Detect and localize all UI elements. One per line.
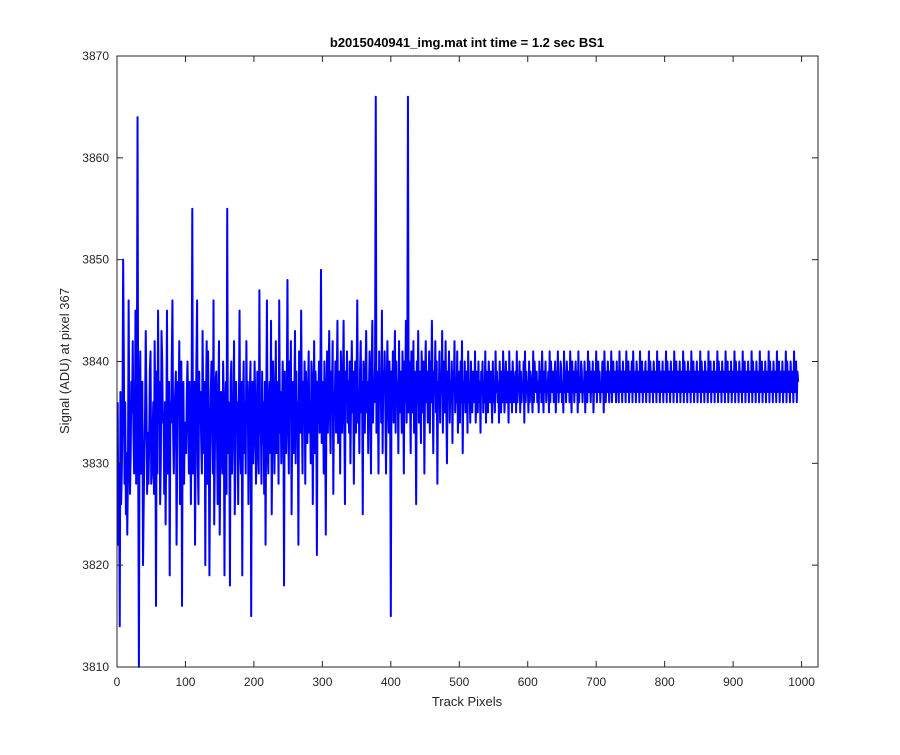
y-tick-label-3820: 3820 xyxy=(82,558,109,572)
y-tick-label-3870: 3870 xyxy=(82,49,109,63)
y-tick-label-3860: 3860 xyxy=(82,151,109,165)
y-tick-label-3810: 3810 xyxy=(82,660,109,674)
x-tick-label-800: 800 xyxy=(655,675,675,689)
y-axis: 3810 3820 3830 3840 3850 3860 3870 xyxy=(82,49,818,674)
x-tick-label-400: 400 xyxy=(381,675,401,689)
x-tick-label-1000: 1000 xyxy=(788,675,815,689)
x-tick-label-600: 600 xyxy=(518,675,538,689)
x-tick-label-700: 700 xyxy=(586,675,606,689)
x-tick-label-200: 200 xyxy=(244,675,264,689)
x-tick-label-900: 900 xyxy=(723,675,743,689)
x-tick-label-300: 300 xyxy=(312,675,332,689)
chart-title: b2015040941_img.mat int time = 1.2 sec B… xyxy=(330,35,604,50)
y-tick-label-3830: 3830 xyxy=(82,456,109,470)
x-axis-label: Track Pixels xyxy=(432,694,503,709)
y-tick-label-3840: 3840 xyxy=(82,355,109,369)
x-tick-label-0: 0 xyxy=(114,675,121,689)
x-tick-label-500: 500 xyxy=(449,675,469,689)
series-layer xyxy=(116,95,800,668)
x-tick-label-100: 100 xyxy=(175,675,195,689)
series-line-0 xyxy=(116,95,800,668)
x-axis: 0 100 200 300 400 500 600 700 800 900 1000 xyxy=(114,56,815,689)
y-tick-label-3850: 3850 xyxy=(82,253,109,267)
y-axis-label: Signal (ADU) at pixel 367 xyxy=(57,288,72,434)
